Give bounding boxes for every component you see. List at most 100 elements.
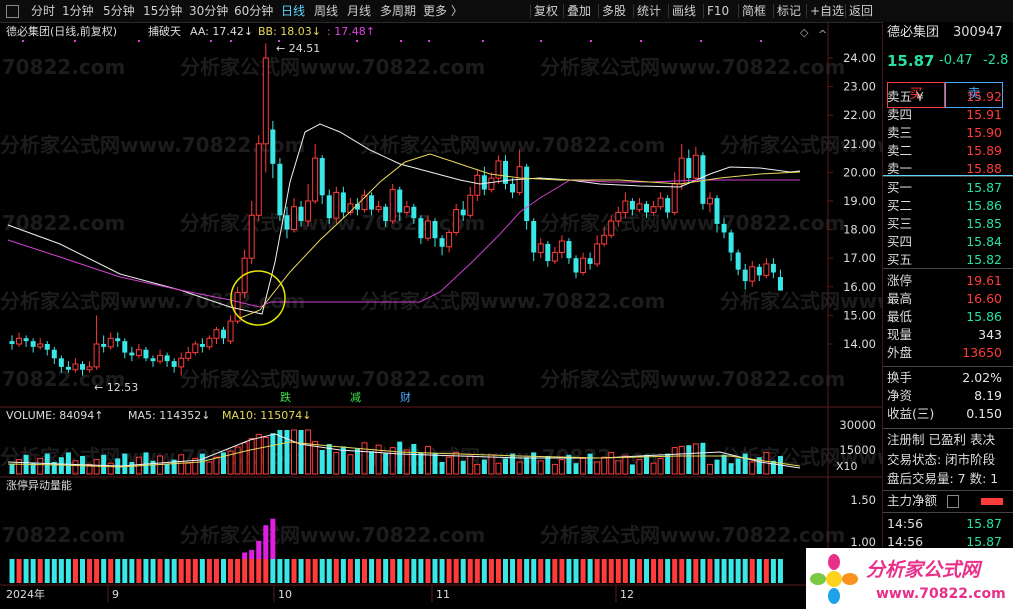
toolbar-tab-10[interactable]: 更多 〉 [423,4,463,18]
limit-bar [101,559,107,583]
toolbar-action-0[interactable]: 复权 [534,4,559,18]
limit-bar [714,559,720,583]
candle-body-down [735,252,741,270]
volume-bar-up [706,463,713,475]
limit-bar [658,559,664,583]
watermark-text: 分析家公式网www.70822.com [180,523,485,547]
limit-bar [453,559,459,583]
toolbar-action-5[interactable]: F10 [707,4,730,18]
event-jian-label[interactable]: 减 [350,391,361,404]
tick-row-value: 15.87 [966,534,1002,549]
net-bar-icon [981,498,1003,505]
layout-icon[interactable] [6,5,19,18]
toolbar-tab-3[interactable]: 15分钟 [143,4,183,18]
toolbar-tab-8[interactable]: 月线 [347,4,372,18]
volume-bar-up [622,455,629,475]
limit-bar [249,559,255,583]
low-price-label: ← 12.53 [94,381,138,394]
toolbar-action-9[interactable]: 返回 [849,4,874,18]
bid-row: 买五 15.82 [883,251,1013,269]
ask-row-label: 卖四 [887,107,913,122]
volume-bar-up [107,462,114,475]
toolbar-tab-6[interactable]: 日线 [281,4,306,18]
volume-bar-down [503,458,508,474]
event-cai-label[interactable]: 财 [400,390,411,404]
toolbar-tab-1[interactable]: 1分钟 [62,4,94,18]
toolbar-tab-4[interactable]: 30分钟 [189,4,229,18]
candle-body-down [721,223,727,233]
kline-chart[interactable]: 分析家公式网www.70822.com 分析家公式网www.70822.com 分析… [0,22,882,609]
limit-bar [503,559,508,583]
watermark-text: 分析家公式网www.70822.com [180,211,485,235]
bid-row-value: 15.84 [966,234,1002,249]
toolbar-separator [806,4,807,18]
toolbar-action-7[interactable]: 标记 [777,4,802,18]
candle-body-down [143,349,149,359]
limit-bar [347,559,353,583]
tick-row: 14:56 15.87 [883,533,1013,551]
candle-body-down [503,160,508,184]
toolbar-action-4[interactable]: 画线 [672,4,697,18]
limit-bar [164,559,170,583]
candle-body-down [354,203,360,210]
volume-bar-down [30,463,36,474]
limit-bar [87,559,93,583]
toolbar-tab-9[interactable]: 多周期 [380,4,417,18]
limit-bar [122,559,128,583]
buy-button[interactable]: 买 [887,82,945,108]
candle-body-down [326,195,332,219]
volume-bar-down [686,445,692,474]
volume-bar-up [474,463,481,475]
volume-ma10: MA10: 115074↓ [222,409,311,422]
toolbar-action-6[interactable]: 简框 [742,4,767,18]
bid-row: 买一 15.87 [883,179,1013,197]
bid-row: 买三 15.85 [883,215,1013,233]
price-tick-label: 16.00 [843,280,876,294]
toolbar-tab-2[interactable]: 5分钟 [103,4,135,18]
volume-bar-up [551,463,558,475]
volume-bar-down [460,460,466,474]
volume-bar-up [185,462,192,475]
toolbar-tab-0[interactable]: 分时 [31,4,56,18]
bid-row: 买二 15.86 [883,197,1013,215]
limit-bar [376,559,382,583]
ask-row: 卖二 15.89 [883,142,1013,160]
tags-divider [883,428,1013,429]
ask-row-value: 15.90 [966,125,1002,140]
limit-bar [636,559,642,583]
volume-bar-up [192,457,199,475]
indicator-name: 捕破天 [148,24,181,38]
toolbar-action-8[interactable]: +自选 [810,4,845,18]
candle-body-up [446,231,453,248]
candle-body-down [44,344,50,350]
limit-bar [115,559,121,583]
volume-bar-up [424,445,431,475]
volume-bar-down [143,452,149,474]
event-die-label[interactable]: 跌 [280,390,291,404]
diamond-icon[interactable]: ◇ [800,26,809,39]
list-icon[interactable] [947,495,959,508]
volume-bar-up [206,461,213,475]
candle-body-down [298,206,304,222]
sell-button[interactable]: 卖 [945,82,1003,108]
toolbar-action-3[interactable]: 统计 [637,4,662,18]
candle-body-down [150,358,156,362]
candle-body-down [756,266,762,276]
limit-bar [185,559,191,583]
volume-ma5: MA5: 114352↓ [128,409,210,422]
candle-body-down [221,329,226,339]
limit-bar [608,559,614,583]
volume-bar-up [558,459,565,475]
candle-body-down [23,338,29,342]
volume-bar-up [495,462,502,475]
toolbar-tab-7[interactable]: 周线 [314,4,339,18]
date-tick-label: 11 [436,588,450,601]
candle-body-up [86,366,93,371]
signal-dot [482,40,484,42]
toolbar-action-2[interactable]: 多股 [602,4,627,18]
date-tick-label: 12 [620,588,634,601]
collapse-icon[interactable]: ^ [818,28,827,41]
toolbar-action-1[interactable]: 叠加 [567,4,592,18]
toolbar-tab-5[interactable]: 60分钟 [234,4,274,18]
bid-row-label: 买五 [887,252,913,267]
